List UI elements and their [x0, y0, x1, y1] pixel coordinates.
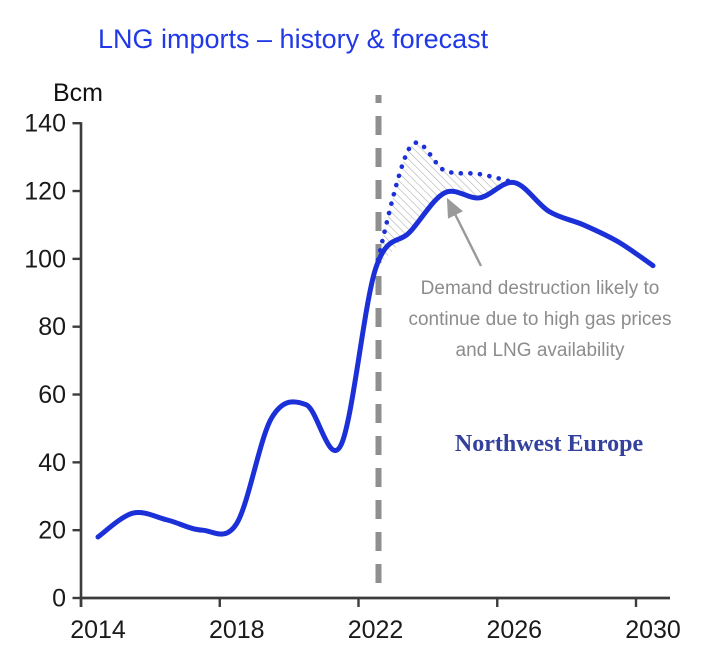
annotation-line-3: and LNG availability: [455, 340, 625, 361]
y-axis-tick-label: 100: [24, 245, 66, 273]
x-axis-tick-label: 2030: [625, 616, 681, 644]
y-axis-tick-label: 40: [38, 449, 66, 477]
y-axis-tick-label: 120: [24, 178, 66, 206]
annotation-line-1: Demand destruction likely to: [420, 278, 660, 299]
annotation-text: Demand destruction likely to continue du…: [380, 273, 700, 366]
y-axis-tick-label: 140: [24, 110, 66, 138]
y-axis-tick-label: 80: [38, 313, 66, 341]
chart-title: LNG imports – history & forecast: [98, 24, 489, 54]
y-axis-tick-label: 20: [38, 517, 66, 545]
x-axis-tick-label: 2022: [348, 616, 404, 644]
annotation-arrow: [446, 197, 483, 267]
annotation-line-2: continue due to high gas prices: [408, 309, 672, 330]
x-axis-tick-label: 2014: [70, 616, 126, 644]
region-label: Northwest Europe: [454, 431, 644, 457]
y-axis-unit-label: Bcm: [53, 79, 103, 107]
y-axis-tick-label: 60: [38, 381, 66, 409]
hatched-demand-destruction-area: [375, 142, 515, 270]
x-axis-tick-label: 2018: [209, 616, 265, 644]
lng-imports-line: [95, 179, 656, 540]
y-axis-tick-label: 0: [52, 585, 66, 613]
x-axis-tick-label: 2026: [486, 616, 542, 644]
